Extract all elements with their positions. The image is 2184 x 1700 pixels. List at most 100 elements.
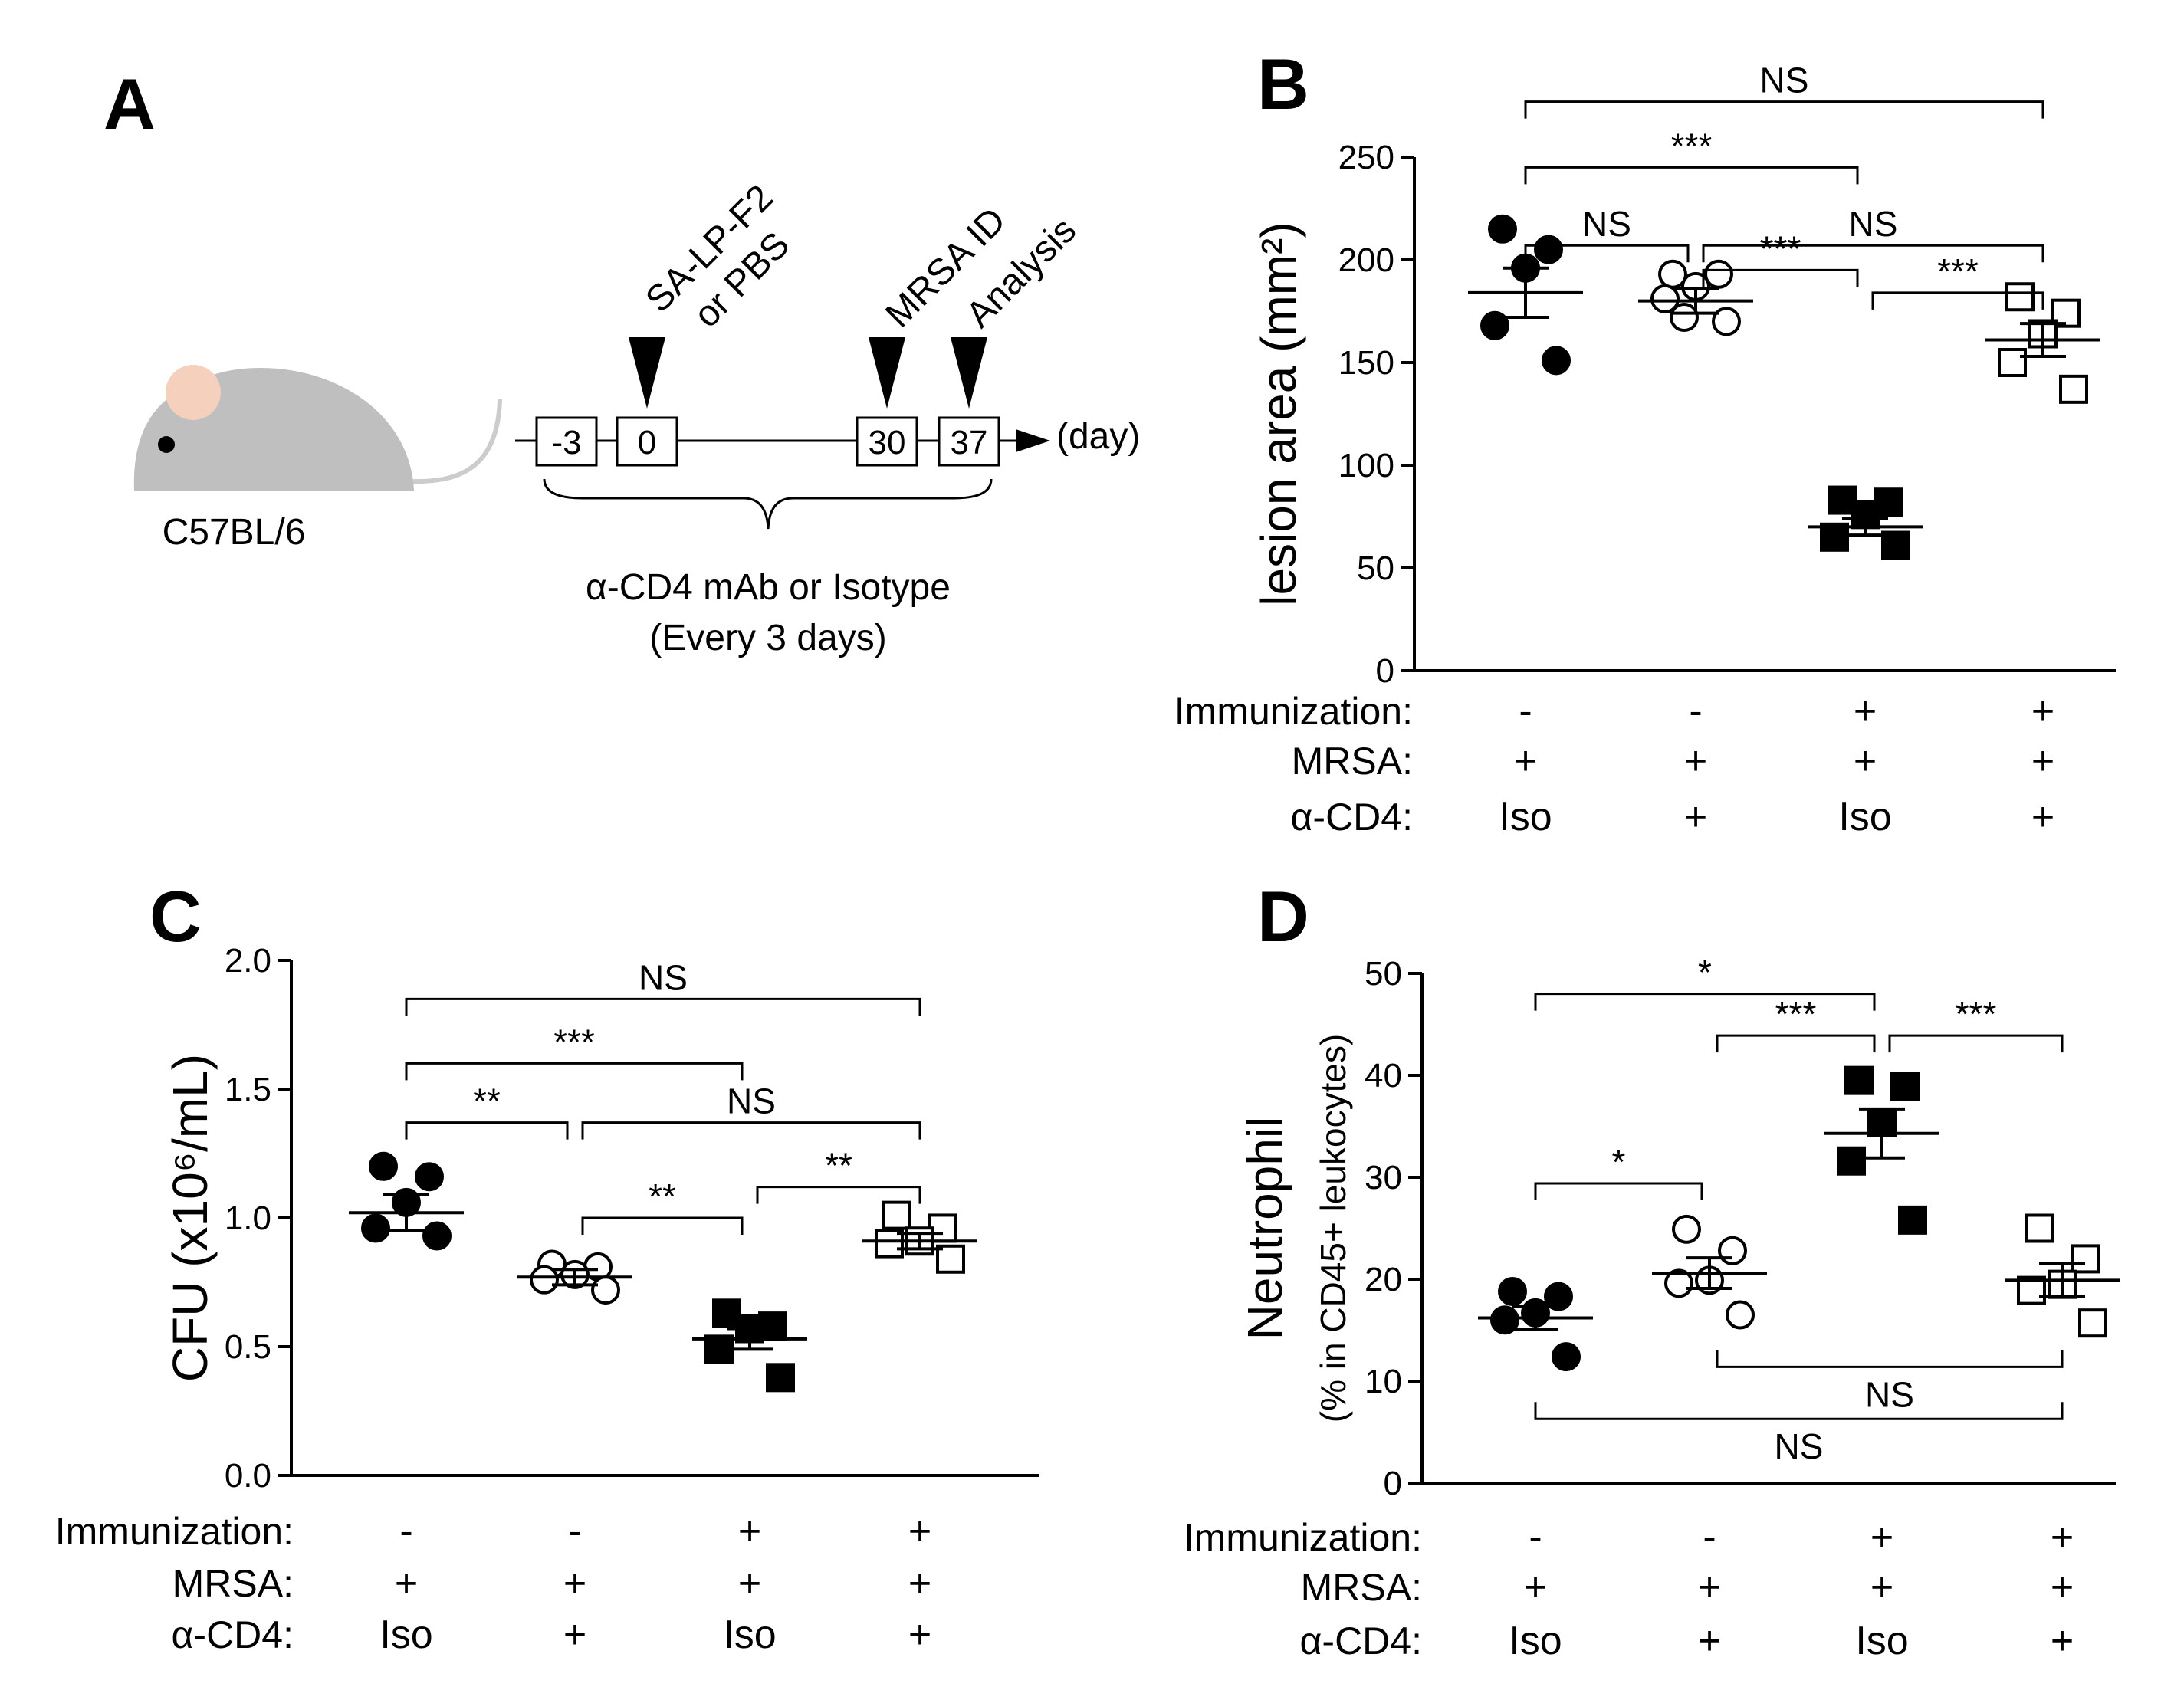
data-point	[1820, 522, 1849, 552]
mouse-eye	[158, 436, 175, 453]
data-point	[1712, 307, 1741, 336]
event-arrow-icon	[951, 337, 987, 409]
data-point	[1664, 1268, 1693, 1298]
data-point	[1650, 284, 1680, 313]
condition-value: +	[738, 1509, 761, 1554]
data-point	[1998, 348, 2027, 377]
data-point	[936, 1244, 965, 1274]
significance-bracket	[756, 1186, 921, 1204]
significance-bracket	[1716, 1034, 1876, 1053]
data-point	[1552, 1342, 1581, 1372]
significance-bracket	[1702, 268, 1859, 287]
data-point	[415, 1162, 444, 1192]
mouse-ear	[166, 365, 221, 420]
y-tick-label: 30	[1365, 1159, 1402, 1196]
significance-bracket	[1716, 1350, 2064, 1368]
significance-label: **	[473, 1081, 501, 1121]
significance-label: ***	[1760, 228, 1801, 268]
panel-b-chart: 0 50 100 150 200 250 lesion area (mm²) NS *** NS N…	[1174, 61, 2116, 839]
y-tick-label: 20	[1365, 1261, 1402, 1298]
day-box	[616, 416, 678, 467]
treatment-label: (Every 3 days)	[649, 618, 886, 658]
data-point	[875, 1229, 904, 1259]
significance-bracket	[1524, 166, 1859, 185]
condition-value: -	[1519, 689, 1532, 733]
data-point	[2059, 374, 2088, 404]
data-point	[1718, 1236, 1747, 1265]
data-point	[766, 1363, 795, 1393]
condition-value: Iso	[1499, 795, 1552, 839]
treatment-brace	[543, 478, 993, 530]
condition-value: -	[568, 1509, 581, 1554]
y-tick-label: 100	[1338, 447, 1394, 484]
condition-value: +	[908, 1509, 931, 1554]
mouse-strain-label: C57BL/6	[163, 512, 306, 553]
y-tick-label: 40	[1365, 1057, 1402, 1094]
condition-label: MRSA:	[1292, 740, 1413, 783]
condition-value: +	[1524, 1565, 1547, 1610]
event-arrow-icon	[629, 337, 665, 409]
y-tick-label: 0	[1384, 1465, 1402, 1502]
significance-bracket	[405, 1121, 569, 1140]
day-label: -3	[551, 424, 581, 461]
y-tick-label: 200	[1338, 241, 1394, 279]
data-point	[1480, 310, 1509, 340]
significance-label: **	[825, 1146, 852, 1186]
day-box	[535, 416, 598, 467]
condition-value: +	[1684, 795, 1707, 839]
significance-label: NS	[1760, 61, 1809, 100]
condition-value: +	[908, 1561, 931, 1606]
condition-value: -	[1703, 1515, 1716, 1560]
significance-bracket	[1534, 1402, 2064, 1420]
significance-bracket	[1534, 1182, 1703, 1200]
data-point	[1837, 1146, 1866, 1176]
timeline-arrow-head	[1016, 429, 1050, 452]
data-point	[530, 1265, 559, 1295]
condition-value: +	[1514, 739, 1537, 783]
data-point	[1844, 1065, 1874, 1095]
data-point	[422, 1221, 452, 1251]
y-tick-label: 250	[1338, 139, 1394, 176]
significance-label: NS	[1582, 204, 1631, 244]
data-point	[1542, 346, 1571, 376]
condition-value: +	[2031, 739, 2054, 783]
data-point	[1498, 1276, 1527, 1306]
y-tick-label: 50	[1357, 550, 1394, 587]
condition-value: +	[2051, 1565, 2074, 1610]
condition-value: +	[563, 1561, 586, 1606]
significance-label: NS	[639, 957, 688, 997]
condition-label: α-CD4:	[172, 1613, 294, 1656]
condition-label: Immunization:	[55, 1510, 294, 1553]
condition-value: +	[1870, 1515, 1893, 1560]
condition-value: +	[395, 1561, 418, 1606]
day-label: 30	[869, 424, 906, 461]
condition-value: Iso	[1509, 1619, 1562, 1663]
significance-bracket	[1871, 291, 2044, 310]
panel-d-chart: 0 10 20 30 40 50 Neutrophil (% in CD45+ leukocy…	[1184, 953, 2120, 1663]
panel-d-letter: D	[1257, 876, 1309, 957]
condition-label: Immunization:	[1174, 690, 1413, 733]
panel-b-letter: B	[1257, 44, 1309, 124]
condition-value: +	[1870, 1565, 1893, 1610]
condition-label: Immunization:	[1184, 1516, 1422, 1559]
data-point	[2051, 298, 2081, 328]
significance-label: *	[1612, 1142, 1626, 1182]
condition-value: Iso	[379, 1613, 432, 1657]
mouse-tail	[409, 398, 502, 484]
data-point	[2005, 282, 2035, 312]
y-tick-label: 2.0	[225, 942, 271, 980]
y-tick-label: 1.5	[225, 1071, 271, 1108]
significance-bracket	[1524, 244, 1690, 263]
condition-label: MRSA:	[1301, 1566, 1422, 1609]
condition-value: +	[738, 1561, 761, 1606]
day-box	[938, 416, 1000, 467]
day-label: 0	[638, 424, 656, 461]
condition-value: +	[908, 1613, 931, 1657]
condition-value: +	[1854, 739, 1877, 783]
significance-label: ***	[1937, 251, 1979, 291]
significance-label: ***	[1775, 994, 1817, 1034]
condition-value: +	[1684, 739, 1707, 783]
condition-value: -	[1529, 1515, 1542, 1560]
data-point	[1544, 1282, 1573, 1311]
significance-label: NS	[1775, 1426, 1824, 1466]
